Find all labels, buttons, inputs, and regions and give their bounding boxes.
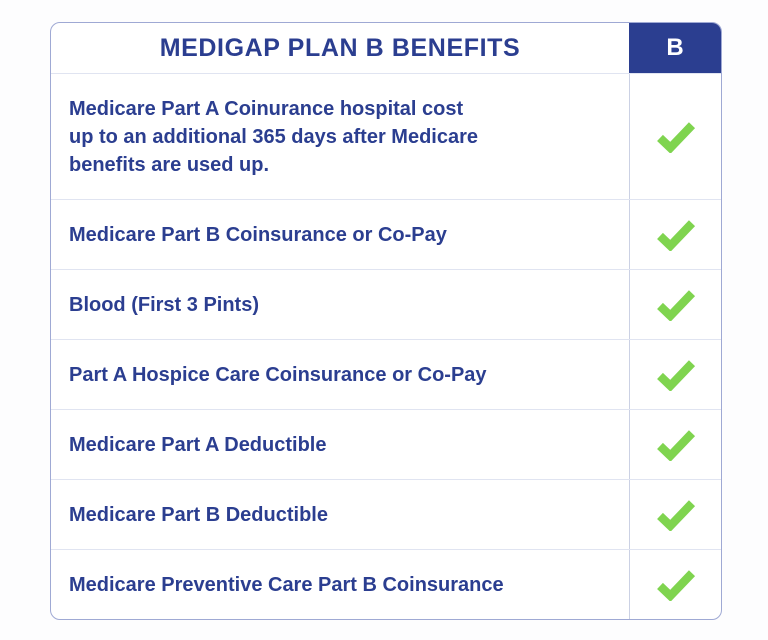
coverage-cell bbox=[629, 410, 721, 479]
benefit-label: Medicare Part B Coinsurance or Co-Pay bbox=[69, 223, 447, 246]
medigap-plan-b-benefits-table: MEDIGAP PLAN B BENEFITS B Medicare Part … bbox=[50, 22, 722, 620]
coverage-cell bbox=[629, 74, 721, 199]
table-row: Medicare Part A Deductible bbox=[51, 409, 721, 479]
table-header-row: MEDIGAP PLAN B BENEFITS B bbox=[51, 23, 721, 73]
coverage-cell bbox=[629, 200, 721, 269]
coverage-cell bbox=[629, 270, 721, 339]
benefit-label: Medicare Part A Deductible bbox=[69, 433, 327, 456]
coverage-cell bbox=[629, 340, 721, 409]
check-icon bbox=[656, 359, 696, 391]
coverage-cell bbox=[629, 550, 721, 619]
check-icon bbox=[656, 289, 696, 321]
table-row: Medicare Preventive Care Part B Coinsura… bbox=[51, 549, 721, 619]
check-icon bbox=[656, 429, 696, 461]
check-icon bbox=[656, 499, 696, 531]
table-row: Part A Hospice Care Coinsurance or Co-Pa… bbox=[51, 339, 721, 409]
check-icon bbox=[656, 121, 696, 153]
coverage-cell bbox=[629, 480, 721, 549]
table-row: Medicare Part B Coinsurance or Co-Pay bbox=[51, 199, 721, 269]
plan-column-header: B bbox=[629, 23, 721, 73]
benefit-label: Medicare Part B Deductible bbox=[69, 503, 328, 526]
benefit-label: Blood (First 3 Pints) bbox=[69, 293, 259, 316]
benefit-label: Medicare Part A Coinurance hospital cost… bbox=[69, 97, 479, 176]
benefit-label: Medicare Preventive Care Part B Coinsura… bbox=[69, 573, 504, 596]
table-row: Blood (First 3 Pints) bbox=[51, 269, 721, 339]
check-icon bbox=[656, 219, 696, 251]
table-row: Medicare Part B Deductible bbox=[51, 479, 721, 549]
table-row: Medicare Part A Coinurance hospital cost… bbox=[51, 73, 721, 199]
benefit-label: Part A Hospice Care Coinsurance or Co-Pa… bbox=[69, 363, 487, 386]
check-icon bbox=[656, 569, 696, 601]
table-title: MEDIGAP PLAN B BENEFITS bbox=[159, 33, 521, 62]
